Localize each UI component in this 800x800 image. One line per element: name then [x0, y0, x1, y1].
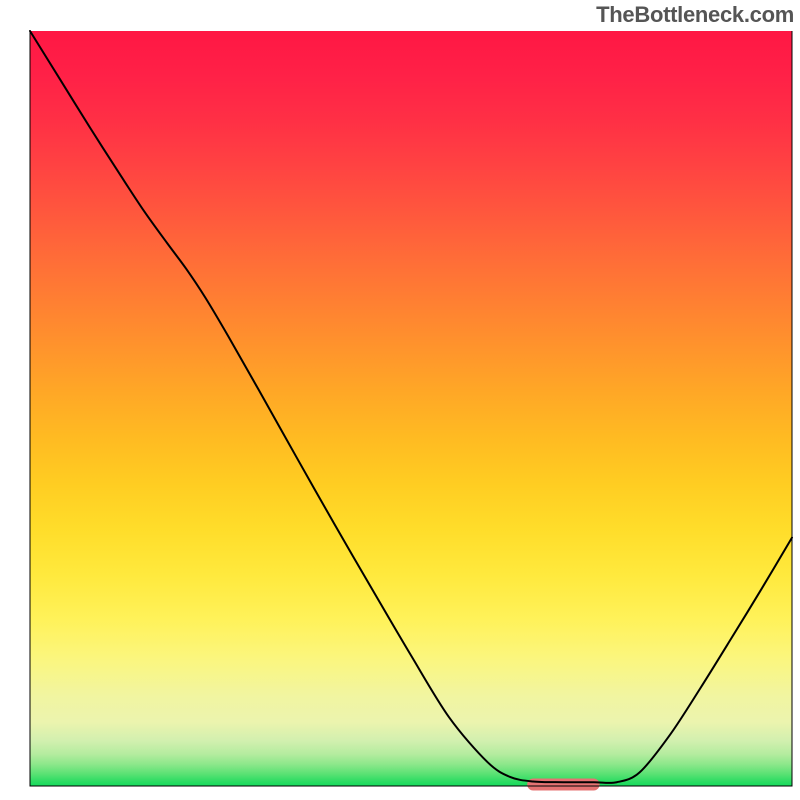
plot-background: [30, 31, 792, 786]
bottleneck-chart: [0, 0, 800, 800]
watermark-label: TheBottleneck.com: [596, 2, 794, 28]
valley-marker: [527, 778, 599, 790]
chart-container: TheBottleneck.com: [0, 0, 800, 800]
